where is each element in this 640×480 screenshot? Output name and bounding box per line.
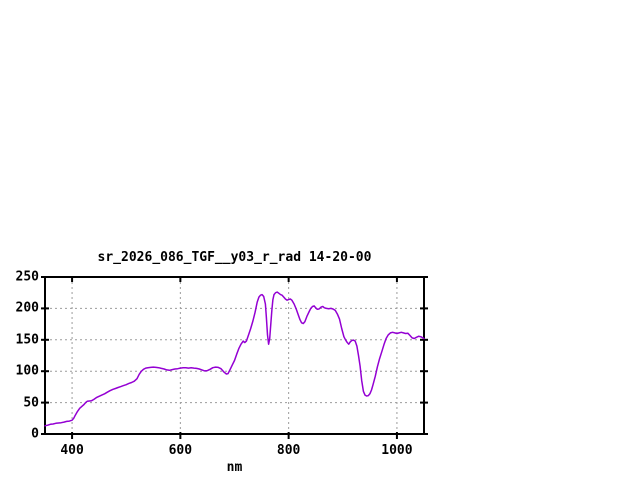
plot-border xyxy=(44,276,425,435)
y-tick-label: 100 xyxy=(15,363,39,379)
y-tick-label: 250 xyxy=(15,269,39,285)
x-tick-label: 800 xyxy=(276,443,301,458)
chart-title: sr_2026_086_TGF__y03_r_rad 14-20-00 xyxy=(97,250,372,265)
x-axis-label: nm xyxy=(226,460,243,475)
y-tick-label: 150 xyxy=(15,332,39,348)
y-tick-label: 0 xyxy=(31,426,39,442)
x-tick-label: 1000 xyxy=(381,443,413,458)
y-tick-label: 50 xyxy=(23,395,39,411)
y-tick-label: 200 xyxy=(15,300,39,316)
data-line xyxy=(44,291,425,427)
x-tick-label: 400 xyxy=(60,443,84,458)
x-tick-label: 600 xyxy=(168,443,193,458)
